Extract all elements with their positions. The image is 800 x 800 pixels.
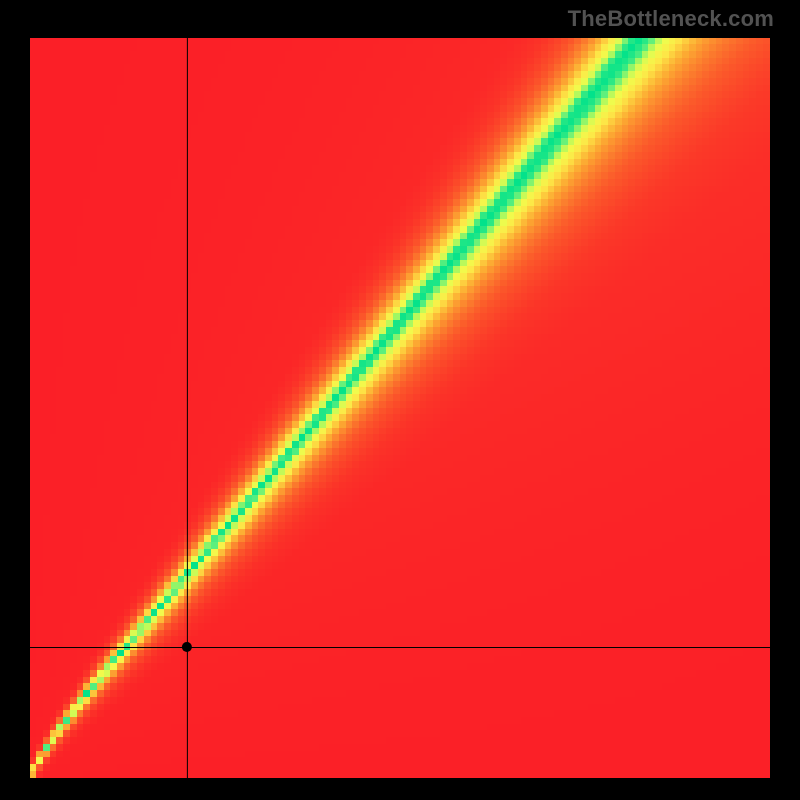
chart-container: TheBottleneck.com (0, 0, 800, 800)
heatmap-canvas (30, 38, 770, 778)
watermark-label: TheBottleneck.com (568, 6, 774, 32)
heatmap-plot (30, 38, 770, 778)
